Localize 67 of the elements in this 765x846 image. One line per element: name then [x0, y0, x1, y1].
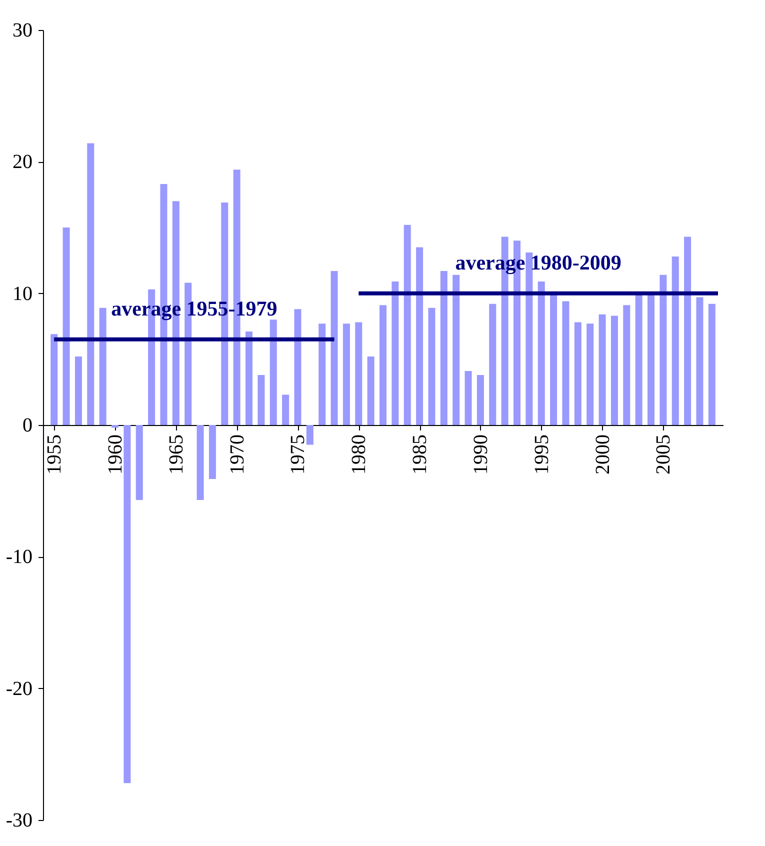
bar: [380, 305, 386, 425]
bar: [282, 394, 290, 425]
bar: [538, 281, 545, 425]
bar: [660, 274, 667, 425]
bar: [367, 356, 374, 425]
bar: [136, 425, 143, 500]
bar: [526, 252, 533, 425]
bar: [672, 256, 679, 425]
bar: [476, 374, 484, 425]
bar: [562, 301, 570, 425]
bar: [99, 308, 106, 425]
y-tick-label: -10: [6, 546, 32, 568]
bar: [62, 228, 70, 425]
x-tick-label: 1985: [409, 434, 432, 474]
bar: [208, 425, 216, 479]
series-label: average 1955-1979: [111, 296, 278, 320]
bar: [464, 371, 472, 425]
y-tick-label: 0: [22, 414, 32, 436]
y-tick-label: 10: [12, 282, 32, 305]
x-tick-label: 1995: [530, 434, 553, 474]
x-tick-label: 1965: [165, 434, 188, 474]
bar: [270, 320, 277, 425]
bar: [404, 224, 411, 425]
y-tick-label: 30: [12, 20, 32, 42]
bar: [708, 304, 716, 425]
bar: [452, 274, 460, 425]
bar: [74, 356, 82, 425]
bar: [440, 270, 448, 425]
bar: [635, 293, 642, 425]
bar: [306, 425, 314, 445]
bar: [355, 322, 362, 425]
bar: [87, 143, 94, 425]
x-tick-label: 1990: [470, 434, 492, 474]
bar: [246, 332, 252, 425]
bar: [489, 304, 496, 425]
bar: [428, 308, 436, 425]
bar: [50, 334, 58, 425]
series-label: average 1980-2009: [455, 250, 622, 274]
bar: [550, 293, 558, 425]
bar: [124, 425, 131, 784]
x-tick-label: 2005: [652, 434, 675, 474]
bar: [598, 314, 606, 425]
bar: [258, 374, 265, 425]
bar: [416, 247, 424, 425]
y-tick-label: 20: [12, 151, 32, 174]
bar: [610, 316, 618, 425]
x-tick-label: 1980: [348, 434, 370, 474]
bar: [196, 425, 204, 500]
bar: [574, 322, 582, 425]
bar: [318, 324, 326, 425]
bar: [342, 324, 350, 425]
bar: [648, 293, 654, 425]
bar: [330, 270, 338, 425]
bar: [392, 281, 399, 425]
bar: [112, 425, 118, 428]
bar: [696, 297, 704, 425]
x-tick-label: 2000: [592, 434, 614, 474]
y-tick-label: -30: [6, 810, 32, 832]
x-tick-label: 1975: [287, 434, 310, 474]
bar: [586, 324, 594, 425]
bar: [684, 236, 692, 425]
x-tick-label: 1955: [44, 434, 66, 474]
x-tick-label: 1970: [226, 434, 248, 474]
bar: [294, 309, 302, 425]
x-tick-label: 1960: [104, 434, 126, 474]
bar: [623, 305, 630, 425]
y-tick-label: -20: [6, 678, 32, 700]
